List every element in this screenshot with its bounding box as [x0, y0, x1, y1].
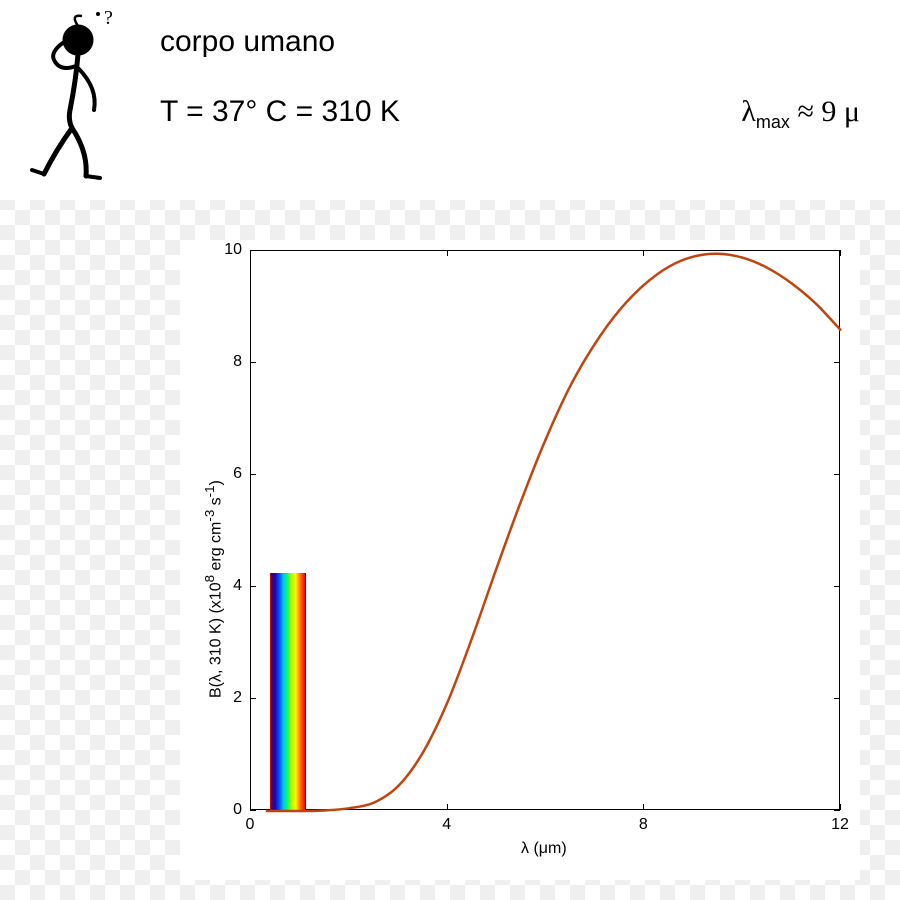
plot-area — [250, 250, 840, 810]
x-axis-label: λ (μm) — [521, 840, 567, 858]
y-tick — [834, 810, 840, 811]
y-tick — [250, 362, 256, 363]
y-tick — [250, 810, 256, 811]
x-tick-label: 0 — [235, 816, 265, 834]
thinking-person-icon: ? — [20, 10, 140, 190]
lambda-max: λmax ≈ 9 μ — [741, 95, 860, 133]
y-tick — [250, 474, 256, 475]
y-tick — [834, 362, 840, 363]
x-tick — [250, 250, 251, 256]
y-tick — [834, 698, 840, 699]
chart-container: B(λ, 310 K) (x108 erg cm-3 s-1) λ (μm) 0… — [180, 240, 860, 880]
y-tick — [834, 586, 840, 587]
title: corpo umano — [160, 25, 335, 59]
x-tick-label: 12 — [825, 816, 855, 834]
x-tick — [643, 250, 644, 256]
x-tick — [447, 804, 448, 810]
blackbody-curve — [251, 251, 841, 811]
y-tick-label: 6 — [212, 465, 242, 483]
y-tick — [250, 698, 256, 699]
x-tick-label: 8 — [628, 816, 658, 834]
y-tick-label: 2 — [212, 689, 242, 707]
y-tick-label: 4 — [212, 577, 242, 595]
x-tick — [643, 804, 644, 810]
header-panel: ? corpo umano T = 37° C = 310 K λmax ≈ 9… — [0, 0, 900, 200]
y-tick-label: 10 — [212, 241, 242, 259]
y-tick — [834, 474, 840, 475]
x-tick — [840, 250, 841, 256]
svg-text:?: ? — [104, 10, 113, 29]
temperature-line: T = 37° C = 310 K — [160, 95, 400, 129]
x-tick — [840, 804, 841, 810]
y-tick — [250, 586, 256, 587]
x-tick-label: 4 — [432, 816, 462, 834]
x-tick — [250, 804, 251, 810]
y-tick-label: 8 — [212, 353, 242, 371]
x-tick — [447, 250, 448, 256]
